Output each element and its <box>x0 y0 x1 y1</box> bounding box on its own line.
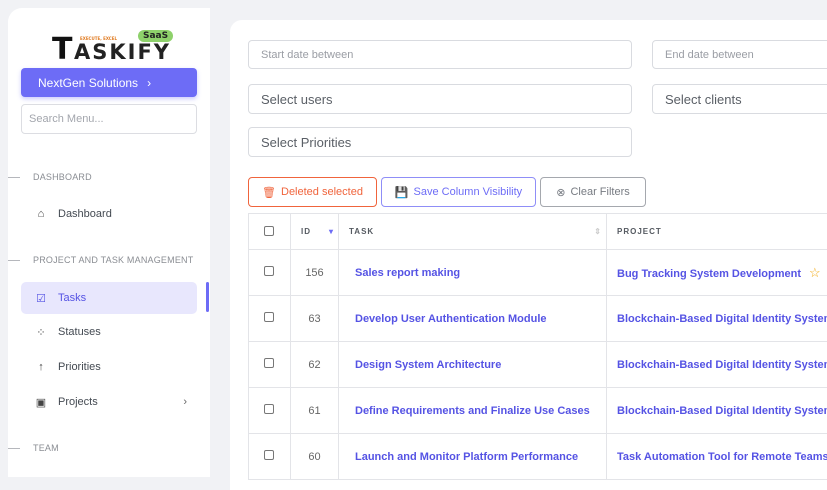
header-project[interactable]: PROJECT <box>607 214 827 250</box>
task-id: 62 <box>291 342 339 388</box>
trash-icon: 🗑 <box>262 186 276 199</box>
save-icon: 💾 <box>395 186 409 199</box>
logo-letter: T <box>52 32 72 67</box>
briefcase-icon: ▣ <box>34 396 48 409</box>
end-date-input[interactable]: End date between <box>652 40 827 69</box>
project-cell: Blockchain-Based Digital Identity System <box>607 388 827 434</box>
arrow-up-icon: ↑ <box>34 361 48 373</box>
row-select-cell <box>249 296 291 342</box>
sidebar-item-label: Priorities <box>58 361 101 373</box>
project-link[interactable]: Blockchain-Based Digital Identity System <box>617 359 827 371</box>
table-row: 156 Sales report making Bug Tracking Sys… <box>249 250 827 296</box>
sidebar-item-label: Dashboard <box>58 208 112 220</box>
project-link[interactable]: Task Automation Tool for Remote Teams <box>617 451 827 463</box>
x-circle-icon: ⊗ <box>556 186 565 199</box>
header-id[interactable]: ID ▾ <box>291 214 339 250</box>
logo-text: ASKIFY <box>74 40 171 64</box>
row-checkbox[interactable] <box>264 358 274 368</box>
sidebar-item-dashboard[interactable]: ⌂ Dashboard <box>21 198 197 230</box>
delete-label: Deleted selected <box>281 186 363 198</box>
select-clients[interactable]: Select clients <box>652 84 827 114</box>
project-cell: Blockchain-Based Digital Identity System <box>607 342 827 388</box>
workspace-name: NextGen Solutions <box>38 76 138 90</box>
sidebar-item-tasks[interactable]: ☑ Tasks <box>21 282 197 314</box>
row-checkbox[interactable] <box>264 312 274 322</box>
active-indicator <box>206 282 209 312</box>
header-task-label: TASK <box>349 227 374 236</box>
taskify-logo: T EXECUTE, EXCEL ASKIFY SaaS <box>52 30 182 70</box>
table-row: 63 Develop User Authentication Module Bl… <box>249 296 827 342</box>
grid-dots-icon: ⁘ <box>34 326 48 339</box>
task-id: 63 <box>291 296 339 342</box>
header-id-label: ID <box>301 227 311 236</box>
tasks-table: ID ▾ TASK ⇕ PROJECT 156 Sales report makin… <box>248 213 827 480</box>
sidebar-item-statuses[interactable]: ⁘ Statuses <box>21 316 197 348</box>
section-project-task: PROJECT AND TASK MANAGEMENT <box>33 255 193 265</box>
main-content: Start date between End date between Sele… <box>230 20 827 490</box>
sidebar: T EXECUTE, EXCEL ASKIFY SaaS NextGen Sol… <box>8 8 210 477</box>
sidebar-item-label: Projects <box>58 396 98 408</box>
task-link[interactable]: Design System Architecture <box>339 342 607 388</box>
table-row: 61 Define Requirements and Finalize Use … <box>249 388 827 434</box>
save-label: Save Column Visibility <box>414 186 523 198</box>
project-link[interactable]: Bug Tracking System Development <box>617 268 801 280</box>
search-menu-input[interactable]: Search Menu... <box>21 104 197 134</box>
row-select-cell <box>249 250 291 296</box>
sidebar-item-label: Statuses <box>58 326 101 338</box>
select-all-checkbox[interactable] <box>264 226 274 236</box>
project-link[interactable]: Blockchain-Based Digital Identity System <box>617 405 827 417</box>
sidebar-item-projects[interactable]: ▣ Projects › <box>21 386 197 418</box>
star-icon[interactable]: ☆ <box>809 265 821 280</box>
project-cell: Task Automation Tool for Remote Teams <box>607 434 827 480</box>
task-link[interactable]: Sales report making <box>339 250 607 296</box>
section-team: TEAM <box>33 443 59 453</box>
workspace-switcher-button[interactable]: NextGen Solutions › <box>21 68 197 97</box>
task-link[interactable]: Develop User Authentication Module <box>339 296 607 342</box>
chevron-right-icon: › <box>147 76 151 90</box>
table-row: 60 Launch and Monitor Platform Performan… <box>249 434 827 480</box>
project-link[interactable]: Blockchain-Based Digital Identity System <box>617 313 827 325</box>
header-project-label: PROJECT <box>617 227 662 236</box>
start-date-input[interactable]: Start date between <box>248 40 632 69</box>
clipboard-check-icon: ☑ <box>34 292 48 305</box>
sort-icon: ⇕ <box>594 227 602 236</box>
row-checkbox[interactable] <box>264 450 274 460</box>
task-id: 156 <box>291 250 339 296</box>
task-link[interactable]: Define Requirements and Finalize Use Cas… <box>339 388 607 434</box>
clear-filters-button[interactable]: ⊗ Clear Filters <box>540 177 646 207</box>
select-all-cell <box>249 214 291 250</box>
delete-selected-button[interactable]: 🗑 Deleted selected <box>248 177 377 207</box>
row-select-cell <box>249 434 291 480</box>
row-checkbox[interactable] <box>264 266 274 276</box>
save-column-visibility-button[interactable]: 💾 Save Column Visibility <box>381 177 536 207</box>
row-checkbox[interactable] <box>264 404 274 414</box>
home-icon: ⌂ <box>34 208 48 220</box>
project-cell: Blockchain-Based Digital Identity System <box>607 296 827 342</box>
section-dashboard: DASHBOARD <box>33 172 92 182</box>
table-header: ID ▾ TASK ⇕ PROJECT <box>249 214 827 250</box>
sort-desc-icon: ▾ <box>329 227 334 236</box>
sidebar-item-priorities[interactable]: ↑ Priorities <box>21 351 197 383</box>
task-id: 60 <box>291 434 339 480</box>
chevron-right-icon: › <box>183 396 187 408</box>
table-row: 62 Design System Architecture Blockchain… <box>249 342 827 388</box>
select-users[interactable]: Select users <box>248 84 632 114</box>
project-cell: Bug Tracking System Development ☆ <box>607 250 827 296</box>
task-id: 61 <box>291 388 339 434</box>
row-select-cell <box>249 342 291 388</box>
row-select-cell <box>249 388 291 434</box>
logo-badge: SaaS <box>138 30 173 42</box>
header-task[interactable]: TASK ⇕ <box>339 214 607 250</box>
select-priorities[interactable]: Select Priorities <box>248 127 632 157</box>
sidebar-item-label: Tasks <box>58 292 86 304</box>
clear-label: Clear Filters <box>570 186 629 198</box>
task-link[interactable]: Launch and Monitor Platform Performance <box>339 434 607 480</box>
